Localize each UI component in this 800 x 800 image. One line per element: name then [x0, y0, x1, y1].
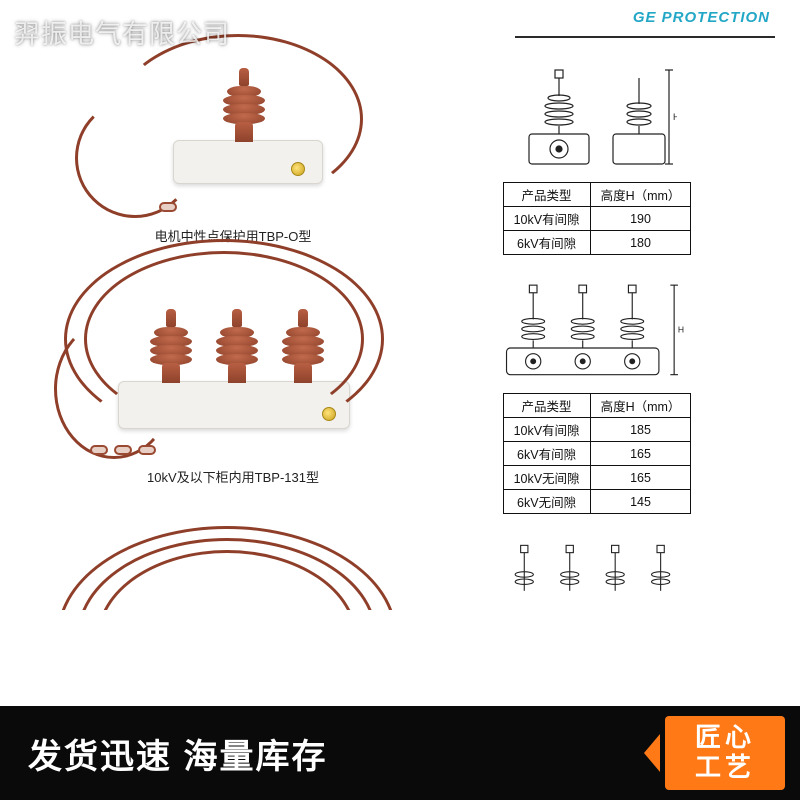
- company-watermark: 羿振电气有限公司: [14, 14, 230, 51]
- col-header: 高度H（mm）: [590, 394, 691, 418]
- header-title-fragment: GE PROTECTION: [633, 9, 770, 26]
- table-row: 产品类型 高度H（mm）: [503, 183, 691, 207]
- badge-line2: 工艺: [695, 752, 755, 782]
- cell: 180: [590, 231, 691, 255]
- product-row-tbp-131: 10kV及以下柜内用TBP-131型: [0, 259, 800, 518]
- cell: 6kV有间隙: [503, 231, 590, 255]
- cable-arc: [75, 98, 195, 218]
- cable-lug: [138, 445, 156, 455]
- cell: 145: [590, 490, 691, 514]
- product-row-tbp-o: 电机中性点保护用TBP-O型: [0, 46, 800, 259]
- col-header: 产品类型: [503, 183, 590, 207]
- table-row: 10kV有间隙 190: [503, 207, 691, 231]
- col-header: 产品类型: [503, 394, 590, 418]
- product-photo-quad: [48, 520, 418, 610]
- cable-lug: [90, 445, 108, 455]
- svg-text:H: H: [673, 112, 677, 122]
- cell: 165: [590, 442, 691, 466]
- cell: 10kV有间隙: [503, 418, 590, 442]
- footer-slogan: 发货迅速 海量库存: [28, 729, 327, 778]
- badge-line1: 匠心: [695, 722, 755, 752]
- schematic-triple: H: [497, 269, 697, 387]
- table-row: 6kV有间隙 180: [503, 231, 691, 255]
- spec-col-tbp-131: H 产品类型 高度H（mm） 10kV有间隙185 6kV有间隙165 10kV…: [418, 265, 776, 514]
- cell: 165: [590, 466, 691, 490]
- product-photo-tbp-o: 电机中性点保护用TBP-O型: [48, 52, 418, 245]
- catalog-content: 电机中性点保护用TBP-O型: [0, 46, 800, 706]
- table-row: 6kV有间隙165: [503, 442, 691, 466]
- svg-text:H: H: [678, 325, 684, 335]
- cable-arc: [54, 319, 174, 459]
- promo-footer: 发货迅速 海量库存 匠心 工艺: [0, 706, 800, 800]
- table-row: 产品类型 高度H（mm）: [503, 394, 691, 418]
- cell: 10kV无间隙: [503, 466, 590, 490]
- badge-notch-icon: [644, 734, 660, 772]
- product-render-quad: [53, 520, 413, 610]
- product-render-triple: [58, 265, 408, 461]
- cable-lug: [159, 202, 177, 212]
- header-band: GE PROTECTION: [540, 0, 800, 34]
- table-row: 6kV无间隙145: [503, 490, 691, 514]
- header-rule: [515, 36, 775, 38]
- product-caption: 10kV及以下柜内用TBP-131型: [147, 467, 319, 486]
- spec-table-tbp-o: 产品类型 高度H（mm） 10kV有间隙 190 6kV有间隙 180: [503, 182, 692, 255]
- schematic-quad-partial: [497, 524, 697, 594]
- table-row: 10kV无间隙165: [503, 466, 691, 490]
- spec-col-quad: [418, 520, 776, 594]
- footer-badge: 匠心 工艺: [650, 706, 800, 800]
- product-photo-tbp-131: 10kV及以下柜内用TBP-131型: [48, 265, 418, 486]
- spec-col-tbp-o: H 产品类型 高度H（mm） 10kV有间隙 190 6kV有间隙 180: [418, 52, 776, 255]
- product-row-quad-partial: [0, 518, 800, 614]
- cell: 6kV有间隙: [503, 442, 590, 466]
- cable-lug: [114, 445, 132, 455]
- spec-table-tbp-131: 产品类型 高度H（mm） 10kV有间隙185 6kV有间隙165 10kV无间…: [503, 393, 692, 514]
- cell: 6kV无间隙: [503, 490, 590, 514]
- cell: 190: [590, 207, 691, 231]
- cell: 185: [590, 418, 691, 442]
- schematic-single: H: [497, 56, 697, 176]
- col-header: 高度H（mm）: [590, 183, 691, 207]
- product-render-single: [83, 52, 383, 220]
- cell: 10kV有间隙: [503, 207, 590, 231]
- table-row: 10kV有间隙185: [503, 418, 691, 442]
- badge-inner: 匠心 工艺: [665, 716, 785, 790]
